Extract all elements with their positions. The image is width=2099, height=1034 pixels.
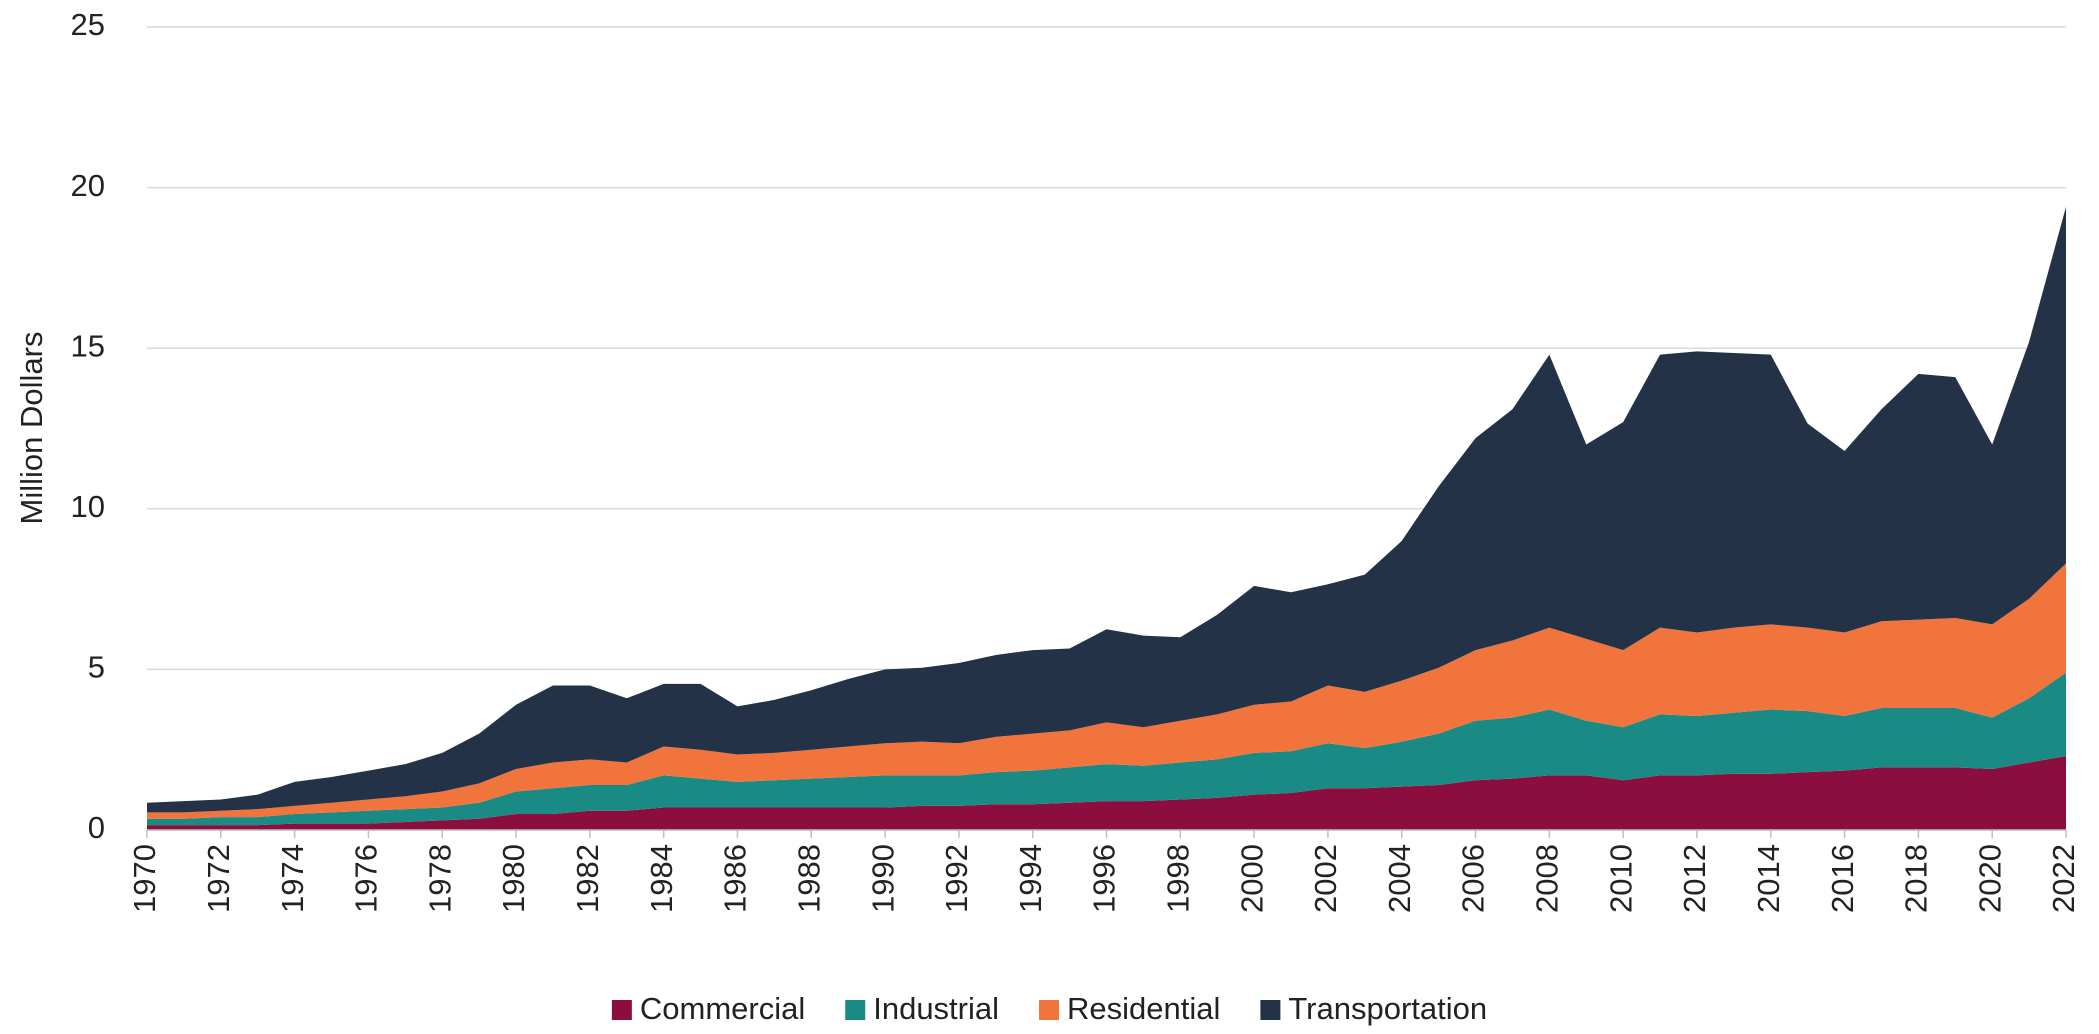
y-axis-label: Million Dollars bbox=[14, 332, 49, 525]
x-tick-label: 1976 bbox=[349, 844, 384, 913]
legend-label: Industrial bbox=[873, 991, 999, 1026]
x-tick-label: 2014 bbox=[1751, 844, 1786, 913]
x-tick-label: 1974 bbox=[275, 844, 310, 913]
legend-swatch bbox=[1039, 1000, 1060, 1020]
x-tick-label: 2002 bbox=[1308, 844, 1343, 913]
x-tick-label: 1970 bbox=[127, 844, 162, 913]
x-tick-label: 1980 bbox=[496, 844, 531, 913]
x-tick-label: 2006 bbox=[1456, 844, 1491, 913]
x-tick-label: 2004 bbox=[1382, 844, 1417, 913]
area bbox=[147, 756, 2066, 830]
legend-swatch bbox=[1260, 1000, 1281, 1020]
x-tick-label: 1982 bbox=[570, 844, 605, 913]
x-tick-label: 2018 bbox=[1899, 844, 1934, 913]
x-tick-label: 2000 bbox=[1234, 844, 1269, 913]
x-tick-label: 1986 bbox=[718, 844, 753, 913]
legend: Commercial Industrial Residential Transport… bbox=[611, 991, 1487, 1026]
y-tick-label: 10 bbox=[71, 489, 105, 524]
x-tick-label: 2010 bbox=[1603, 844, 1638, 913]
y-tick-label: 15 bbox=[71, 328, 105, 363]
x-tick-label: 2012 bbox=[1677, 844, 1712, 913]
legend-label: Residential bbox=[1067, 991, 1220, 1026]
x-tick-label: 1972 bbox=[201, 844, 236, 913]
legend-label: Commercial bbox=[640, 991, 805, 1026]
x-tick-label: 2016 bbox=[1825, 844, 1860, 913]
y-tick-label: 5 bbox=[88, 650, 105, 685]
legend-swatch bbox=[611, 1000, 632, 1020]
x-tick-label: 1996 bbox=[1087, 844, 1122, 913]
y-tick-label: 0 bbox=[88, 810, 105, 845]
area bbox=[147, 563, 2066, 819]
x-tick-label: 1984 bbox=[644, 844, 679, 913]
legend-swatch bbox=[845, 1000, 866, 1020]
x-tick-label: 1990 bbox=[865, 844, 900, 913]
x-tick-label: 2022 bbox=[2046, 844, 2081, 913]
x-tick-label: 2020 bbox=[1972, 844, 2007, 913]
area bbox=[147, 206, 2066, 813]
y-tick-label: 25 bbox=[71, 7, 105, 42]
legend-label: Transportation bbox=[1288, 991, 1487, 1026]
x-tick-label: 1998 bbox=[1160, 844, 1195, 913]
x-tick-label: 1994 bbox=[1013, 844, 1048, 913]
y-tick-label: 20 bbox=[71, 168, 105, 203]
x-tick-label: 1988 bbox=[791, 844, 826, 913]
x-tick-label: 1978 bbox=[422, 844, 457, 913]
x-tick-label: 2008 bbox=[1530, 844, 1565, 913]
area bbox=[147, 672, 2066, 826]
x-tick-label: 1992 bbox=[939, 844, 974, 913]
